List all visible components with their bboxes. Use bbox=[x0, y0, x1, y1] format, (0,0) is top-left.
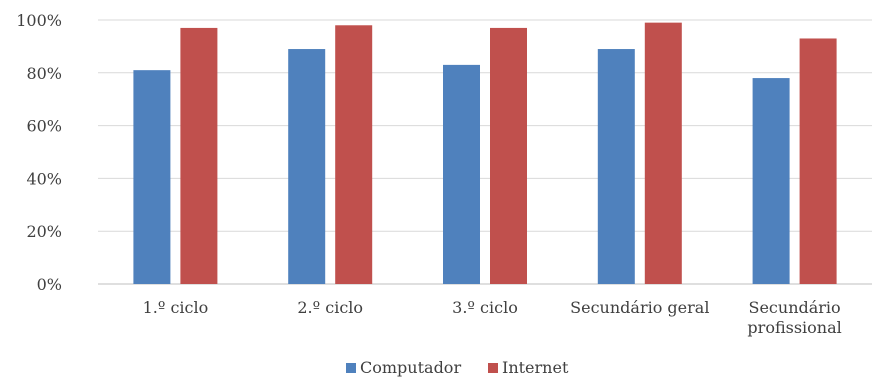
x-category-label: 3.º ciclo bbox=[452, 298, 518, 317]
bar-internet-2 bbox=[490, 27, 527, 284]
bar-computador-1 bbox=[288, 49, 326, 284]
y-tick-label: 20% bbox=[26, 222, 62, 241]
bar-computador-4 bbox=[752, 78, 790, 284]
bars bbox=[133, 22, 837, 285]
bar-computador-0 bbox=[133, 70, 171, 284]
x-axis-labels: 1.º ciclo 2.º ciclo 3.º ciclo Secundário ge… bbox=[143, 298, 842, 337]
x-category-label-line: 3.º ciclo bbox=[452, 298, 518, 317]
x-category-label-line: 2.º ciclo bbox=[297, 298, 363, 317]
x-category-label: 1.º ciclo bbox=[143, 298, 209, 317]
x-category-label-line: 1.º ciclo bbox=[143, 298, 209, 317]
x-category-label: Secundário geral bbox=[570, 298, 709, 317]
legend-swatch-computador bbox=[346, 363, 356, 373]
y-axis-ticks: 0% 20% 40% 60% 80% 100% bbox=[16, 11, 62, 294]
bar-internet-0 bbox=[180, 27, 218, 284]
x-category-label-line: profissional bbox=[747, 318, 841, 337]
bar-internet-3 bbox=[644, 22, 682, 284]
y-tick-label: 80% bbox=[26, 64, 62, 83]
legend-label-internet: Internet bbox=[502, 358, 569, 377]
x-category-label: Secundário profissional bbox=[747, 298, 841, 337]
x-category-label-line: Secundário geral bbox=[570, 298, 709, 317]
bar-internet-4 bbox=[799, 38, 837, 285]
legend-label-computador: Computador bbox=[360, 358, 461, 377]
bar-computador-3 bbox=[597, 49, 635, 284]
legend-swatch-internet bbox=[488, 363, 498, 373]
gridlines bbox=[98, 19, 872, 285]
bar-computador-2 bbox=[443, 64, 480, 284]
bar-internet-1 bbox=[335, 25, 373, 285]
x-category-label: 2.º ciclo bbox=[297, 298, 363, 317]
legend: Computador Internet bbox=[346, 358, 569, 377]
y-tick-label: 40% bbox=[26, 169, 62, 188]
y-tick-label: 100% bbox=[16, 11, 62, 30]
x-category-label-line: Secundário bbox=[749, 298, 841, 317]
y-tick-label: 60% bbox=[26, 117, 62, 136]
y-tick-label: 0% bbox=[37, 275, 62, 294]
